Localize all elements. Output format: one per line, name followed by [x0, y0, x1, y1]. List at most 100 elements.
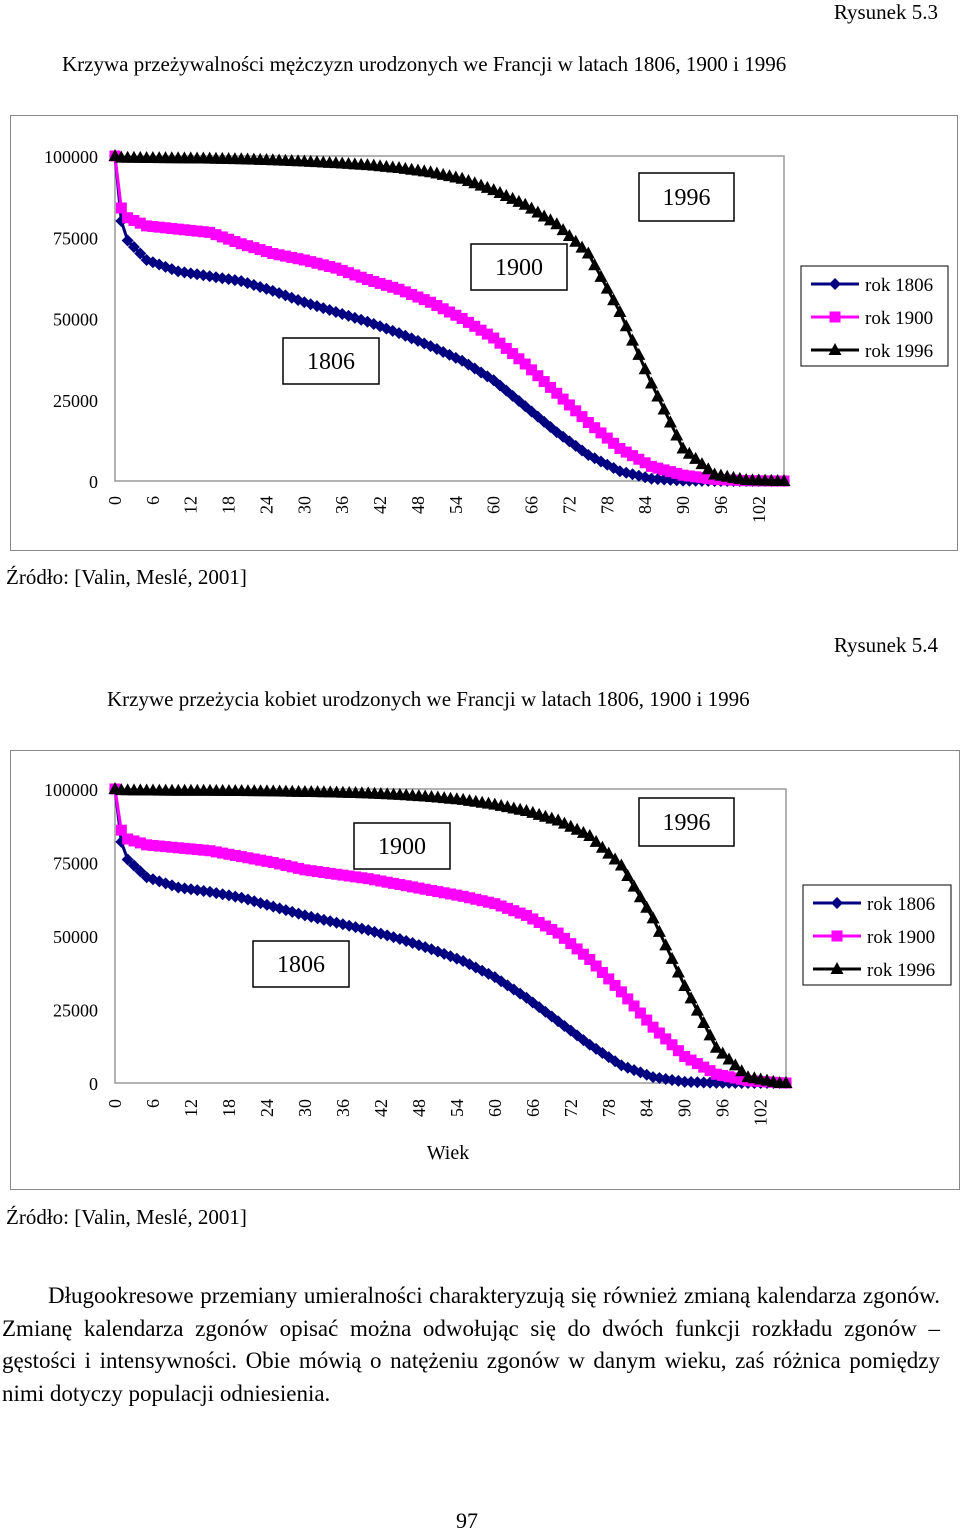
figure-label: Rysunek 5.3 [833, 0, 938, 24]
x-tick-label: 12 [181, 1099, 201, 1117]
data-point [178, 224, 190, 236]
data-point [476, 895, 488, 907]
data-point [703, 1028, 717, 1041]
y-tick-label: 25000 [53, 1001, 98, 1021]
data-point [539, 920, 551, 932]
data-point [594, 269, 608, 282]
data-point [216, 231, 228, 243]
data-point [603, 973, 615, 985]
data-point [615, 986, 627, 998]
x-tick-label: 84 [635, 496, 655, 514]
data-point [507, 348, 519, 360]
data-point [134, 837, 146, 849]
data-point [508, 905, 520, 917]
data-point [665, 951, 679, 964]
data-point [241, 277, 254, 290]
source-note: Źródło: [Valin, Meslé, 2001] [6, 1205, 247, 1229]
x-tick-label: 42 [371, 1099, 391, 1117]
data-point [121, 234, 134, 247]
data-point [482, 967, 495, 980]
data-point [469, 320, 481, 332]
data-point [393, 283, 405, 295]
data-point [380, 279, 392, 291]
data-point [153, 840, 165, 852]
data-point [657, 402, 671, 415]
annotation-box [252, 940, 350, 988]
data-point [374, 277, 386, 289]
data-point [280, 859, 292, 871]
annotation-label: 1900 [495, 255, 543, 281]
survival-chart-women: 0 25000 50000 75000 100000 0 6 12 18 24 30 36 42 48 5… [44, 780, 952, 1164]
data-point [254, 897, 267, 910]
data-point [582, 417, 594, 428]
data-point [147, 221, 159, 233]
data-point [619, 319, 633, 332]
data-point [571, 943, 583, 955]
data-point [495, 900, 507, 912]
data-point [438, 947, 451, 960]
data-point [679, 1051, 691, 1063]
annotation-label: 1996 [663, 185, 711, 211]
data-point [663, 415, 677, 428]
data-point [274, 858, 286, 870]
data-point [450, 309, 462, 321]
data-point [519, 358, 531, 370]
data-point [463, 892, 475, 904]
annotation-label: 1806 [307, 349, 355, 375]
data-point [356, 872, 368, 884]
data-point [640, 900, 654, 913]
data-point [184, 267, 197, 280]
data-point [538, 376, 550, 388]
data-point [545, 1010, 558, 1023]
data-point [633, 890, 647, 903]
legend-marker [830, 962, 844, 974]
data-point [685, 1054, 697, 1066]
data-point [355, 922, 368, 935]
data-point [311, 257, 323, 269]
chart-area: 0 25000 50000 75000 100000 0 6 12 18 24 30 36 42 48 5… [10, 750, 960, 1190]
data-point [305, 256, 317, 268]
data-point [115, 835, 128, 848]
data-point [607, 293, 621, 306]
data-point [172, 223, 184, 235]
data-point [589, 422, 601, 434]
data-point [640, 1068, 653, 1081]
data-point [166, 841, 178, 853]
data-point [476, 964, 489, 977]
data-point [286, 251, 298, 263]
legend-label: rok 1996 [865, 341, 933, 362]
data-point [469, 961, 482, 974]
data-point [653, 1027, 665, 1039]
annotation-label: 1806 [277, 952, 325, 978]
figure-label: Rysunek 5.4 [833, 633, 938, 657]
data-point [709, 1040, 723, 1053]
x-tick-label: 102 [749, 496, 769, 523]
data-point [556, 223, 570, 236]
data-point [514, 987, 527, 1000]
data-point [210, 846, 222, 858]
x-tick-label: 96 [711, 496, 731, 514]
data-point [184, 883, 197, 896]
data-point [689, 451, 703, 464]
y-tick-label: 75000 [53, 854, 98, 874]
data-point [387, 281, 399, 293]
data-point [140, 871, 153, 884]
legend-label: rok 1900 [865, 308, 933, 329]
data-point [362, 873, 374, 885]
data-point [701, 462, 715, 475]
data-point [318, 866, 330, 878]
x-tick-label: 24 [256, 496, 276, 514]
data-point [437, 303, 449, 315]
data-point [419, 883, 431, 895]
data-point [304, 298, 317, 311]
data-point [425, 296, 437, 308]
data-point [210, 229, 222, 241]
data-point [736, 1073, 748, 1085]
data-point [544, 381, 556, 393]
legend-label: rok 1996 [867, 960, 935, 981]
data-point [704, 1065, 716, 1077]
x-axis-title: Wiek [427, 1142, 470, 1164]
data-point [647, 1021, 659, 1033]
data-point [562, 228, 576, 241]
data-point [638, 362, 652, 375]
